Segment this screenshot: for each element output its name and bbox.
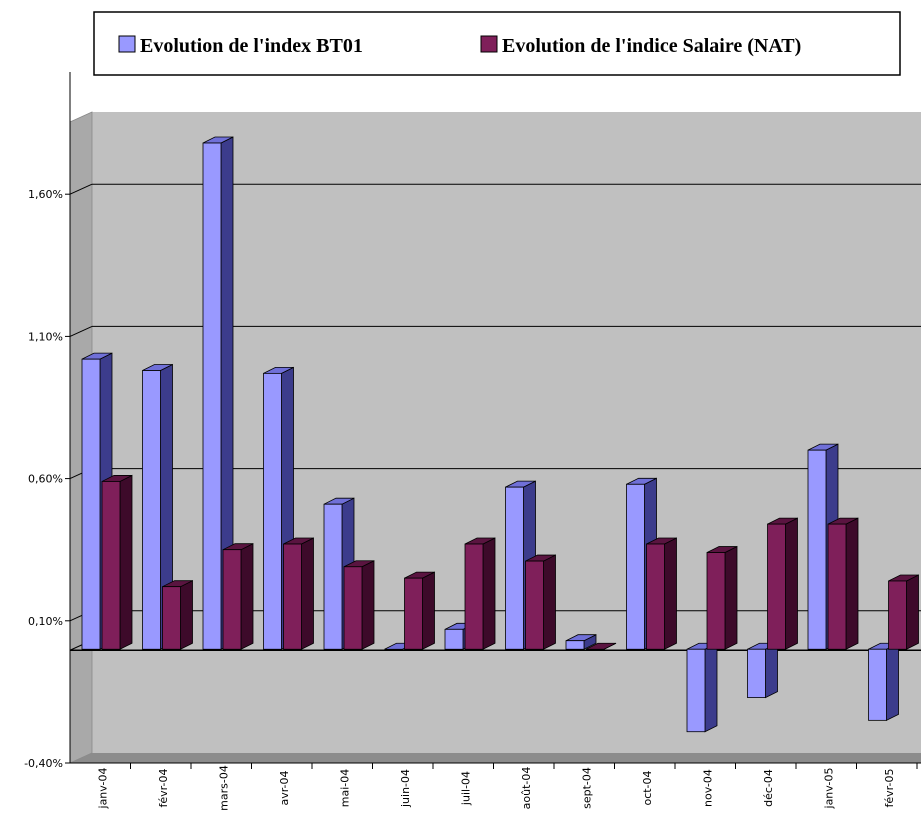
y-axis: -0,40% 0,10% 0,60% 1,10% 1,60% [24,72,71,770]
bar-front [142,370,161,650]
bar-salaire [646,537,677,650]
bar-salaire [827,517,859,650]
bar-side [664,537,677,650]
x-tick-label: août-04 [520,767,533,810]
bar-front [626,483,645,650]
bar-side [240,543,254,650]
legend-label-salaire: Evolution de l'indice Salaire (NAT) [502,35,801,57]
bar-side [482,537,496,650]
bar-front [81,358,101,650]
bar-salaire [767,517,798,650]
bar-front [868,648,887,721]
bar-side [724,545,738,650]
bar-front [827,523,847,650]
gridline-side [69,325,93,337]
y-tick-label: -0,40% [24,757,63,770]
x-tick-label: nov-04 [701,769,714,807]
bar-bt01 [142,363,173,650]
bar-side [704,642,718,733]
bar-side [785,517,798,650]
bar-front [505,486,524,650]
bar-front [202,142,222,650]
x-tick-label: févr-04 [157,769,170,808]
x-tick-label: févr-05 [883,769,896,808]
x-tick-label: janv-04 [96,768,109,810]
floor [70,753,921,763]
bar-front [263,372,282,650]
y-tick-label: 0,60% [28,473,63,486]
bar-front [162,586,181,650]
bar-side [906,574,919,650]
bar-side [886,642,899,721]
bar-side [422,571,435,650]
legend-label-bt01: Evolution de l'index BT01 [140,35,363,57]
bar-bt01 [868,642,899,721]
bar-front [343,566,363,650]
bar-side [543,554,556,650]
bar-salaire [404,571,435,650]
bar-bt01 [747,642,778,699]
legend: Evolution de l'index BT01 Evolution de l… [93,11,901,76]
bar-front [565,640,585,650]
bar-side [301,537,314,650]
legend-swatch-bt01 [118,35,136,53]
bar-front [706,552,726,650]
bar-salaire [283,537,314,650]
bar-salaire [585,642,617,650]
bar-front [323,503,343,650]
x-tick-label: sept-04 [580,767,593,809]
bar-front [807,449,827,650]
bar-front [444,628,464,650]
bar-salaire [222,543,254,650]
bar-side [845,517,859,650]
bar-side [765,642,778,699]
x-tick-label: déc-04 [762,769,775,807]
bar-salaire [343,560,375,650]
bar-salaire [464,537,496,650]
bar-salaire [888,574,919,650]
x-tick-label: mars-04 [217,765,230,811]
x-axis: janv-04 févr-04 mars-04 avr-04 mai-04 juin-04… [70,762,921,811]
y-tick-label: 1,60% [28,188,63,201]
bars [81,136,919,733]
bar-bt01 [565,634,597,650]
bar-front [767,523,786,650]
bar-front [283,543,302,650]
plot-area [69,111,921,764]
bar-front [747,648,766,698]
bar-front [101,481,121,650]
bar-front [686,648,706,733]
bar-salaire [162,580,193,650]
bar-front [404,577,423,650]
bar-bt01 [626,477,657,650]
bar-top [585,642,617,650]
x-tick-label: oct-04 [641,770,654,805]
bar-salaire [101,474,133,650]
x-tick-label: janv-05 [822,768,835,810]
bar-side [361,560,375,650]
bar-salaire [525,554,556,650]
bar-front [888,580,907,650]
bar-front [222,549,242,650]
y-tick-label: 1,10% [28,330,63,343]
x-tick-label: juin-04 [399,769,412,808]
bar-bt01 [202,136,234,650]
bar-side [119,474,133,650]
gridline-side [69,183,93,195]
x-tick-label: mai-04 [338,769,351,807]
y-tick-label: 0,10% [28,615,63,628]
bar-front [646,543,665,650]
bar-front [525,560,544,650]
legend-swatch-salaire [480,35,498,53]
bar-bt01 [686,642,718,733]
bar-side [180,580,193,650]
x-tick-label: juil-04 [459,771,472,806]
bar-salaire [706,545,738,650]
x-tick-label: avr-04 [278,770,291,805]
bar-front [464,543,484,650]
